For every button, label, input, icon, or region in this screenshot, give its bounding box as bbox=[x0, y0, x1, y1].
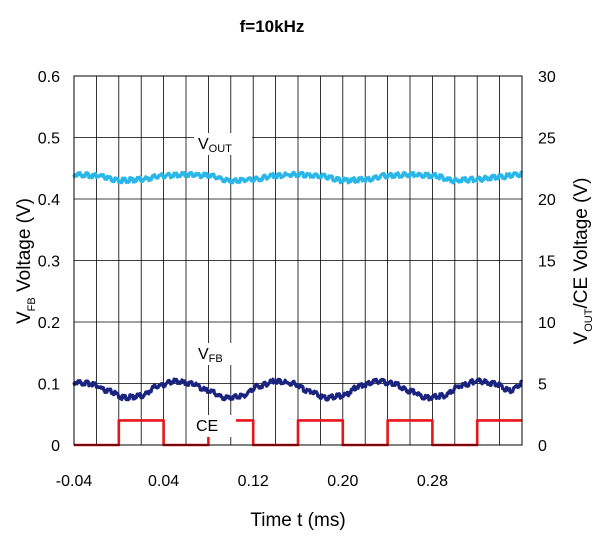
series-layer bbox=[72, 170, 524, 447]
ticks: -0.04 0.04 0.12 0.20 0.28 0 0.1 0.2 0.3 0.4 0.5 0.6… bbox=[38, 69, 556, 490]
y-right-tick-label: 0 bbox=[538, 438, 547, 455]
series-label-vfb: VFB bbox=[198, 346, 223, 365]
chart-title: f=10kHz bbox=[240, 17, 305, 36]
series-label-backing bbox=[194, 133, 252, 155]
y-right-axis-label-group: VOUT/CE Voltage (V) bbox=[571, 178, 595, 345]
series-labels: VOUT VFB CE bbox=[192, 133, 252, 437]
series-label-vout: VOUT bbox=[198, 136, 232, 155]
plot-frame bbox=[73, 75, 523, 446]
x-tick-label: -0.04 bbox=[56, 473, 93, 490]
y-left-tick-label: 0 bbox=[51, 438, 60, 455]
x-axis-label: Time t (ms) bbox=[250, 510, 345, 531]
y-left-tick-label: 0.5 bbox=[38, 131, 60, 148]
x-tick-label: 0.12 bbox=[238, 473, 269, 490]
y-left-tick-label: 0.4 bbox=[38, 192, 60, 209]
series-label-backing bbox=[194, 343, 236, 365]
y-right-axis-label: VOUT/CE Voltage (V) bbox=[571, 178, 595, 345]
y-right-tick-label: 25 bbox=[538, 131, 556, 148]
y-right-tick-label: 5 bbox=[538, 377, 547, 394]
y-right-tick-label: 20 bbox=[538, 192, 556, 209]
y-left-tick-label: 0.6 bbox=[38, 69, 60, 86]
series-label-backing bbox=[192, 415, 236, 437]
y-left-tick-label: 0.1 bbox=[38, 377, 60, 394]
series-line-vout bbox=[72, 170, 524, 185]
series-line-ce bbox=[74, 419, 522, 447]
x-tick-label: 0.28 bbox=[417, 473, 448, 490]
x-tick-label: 0.04 bbox=[148, 473, 179, 490]
y-right-tick-label: 10 bbox=[538, 315, 556, 332]
y-left-axis-label-group: VFB Voltage (V) bbox=[14, 198, 38, 324]
y-left-axis-label: VFB Voltage (V) bbox=[14, 198, 38, 324]
series-line-vfb bbox=[72, 377, 524, 402]
y-left-tick-label: 0.2 bbox=[38, 315, 60, 332]
y-left-tick-label: 0.3 bbox=[38, 254, 60, 271]
y-right-tick-label: 30 bbox=[538, 69, 556, 86]
y-right-tick-label: 15 bbox=[538, 254, 556, 271]
x-tick-label: 0.20 bbox=[327, 473, 358, 490]
series-label-ce: CE bbox=[196, 418, 218, 435]
